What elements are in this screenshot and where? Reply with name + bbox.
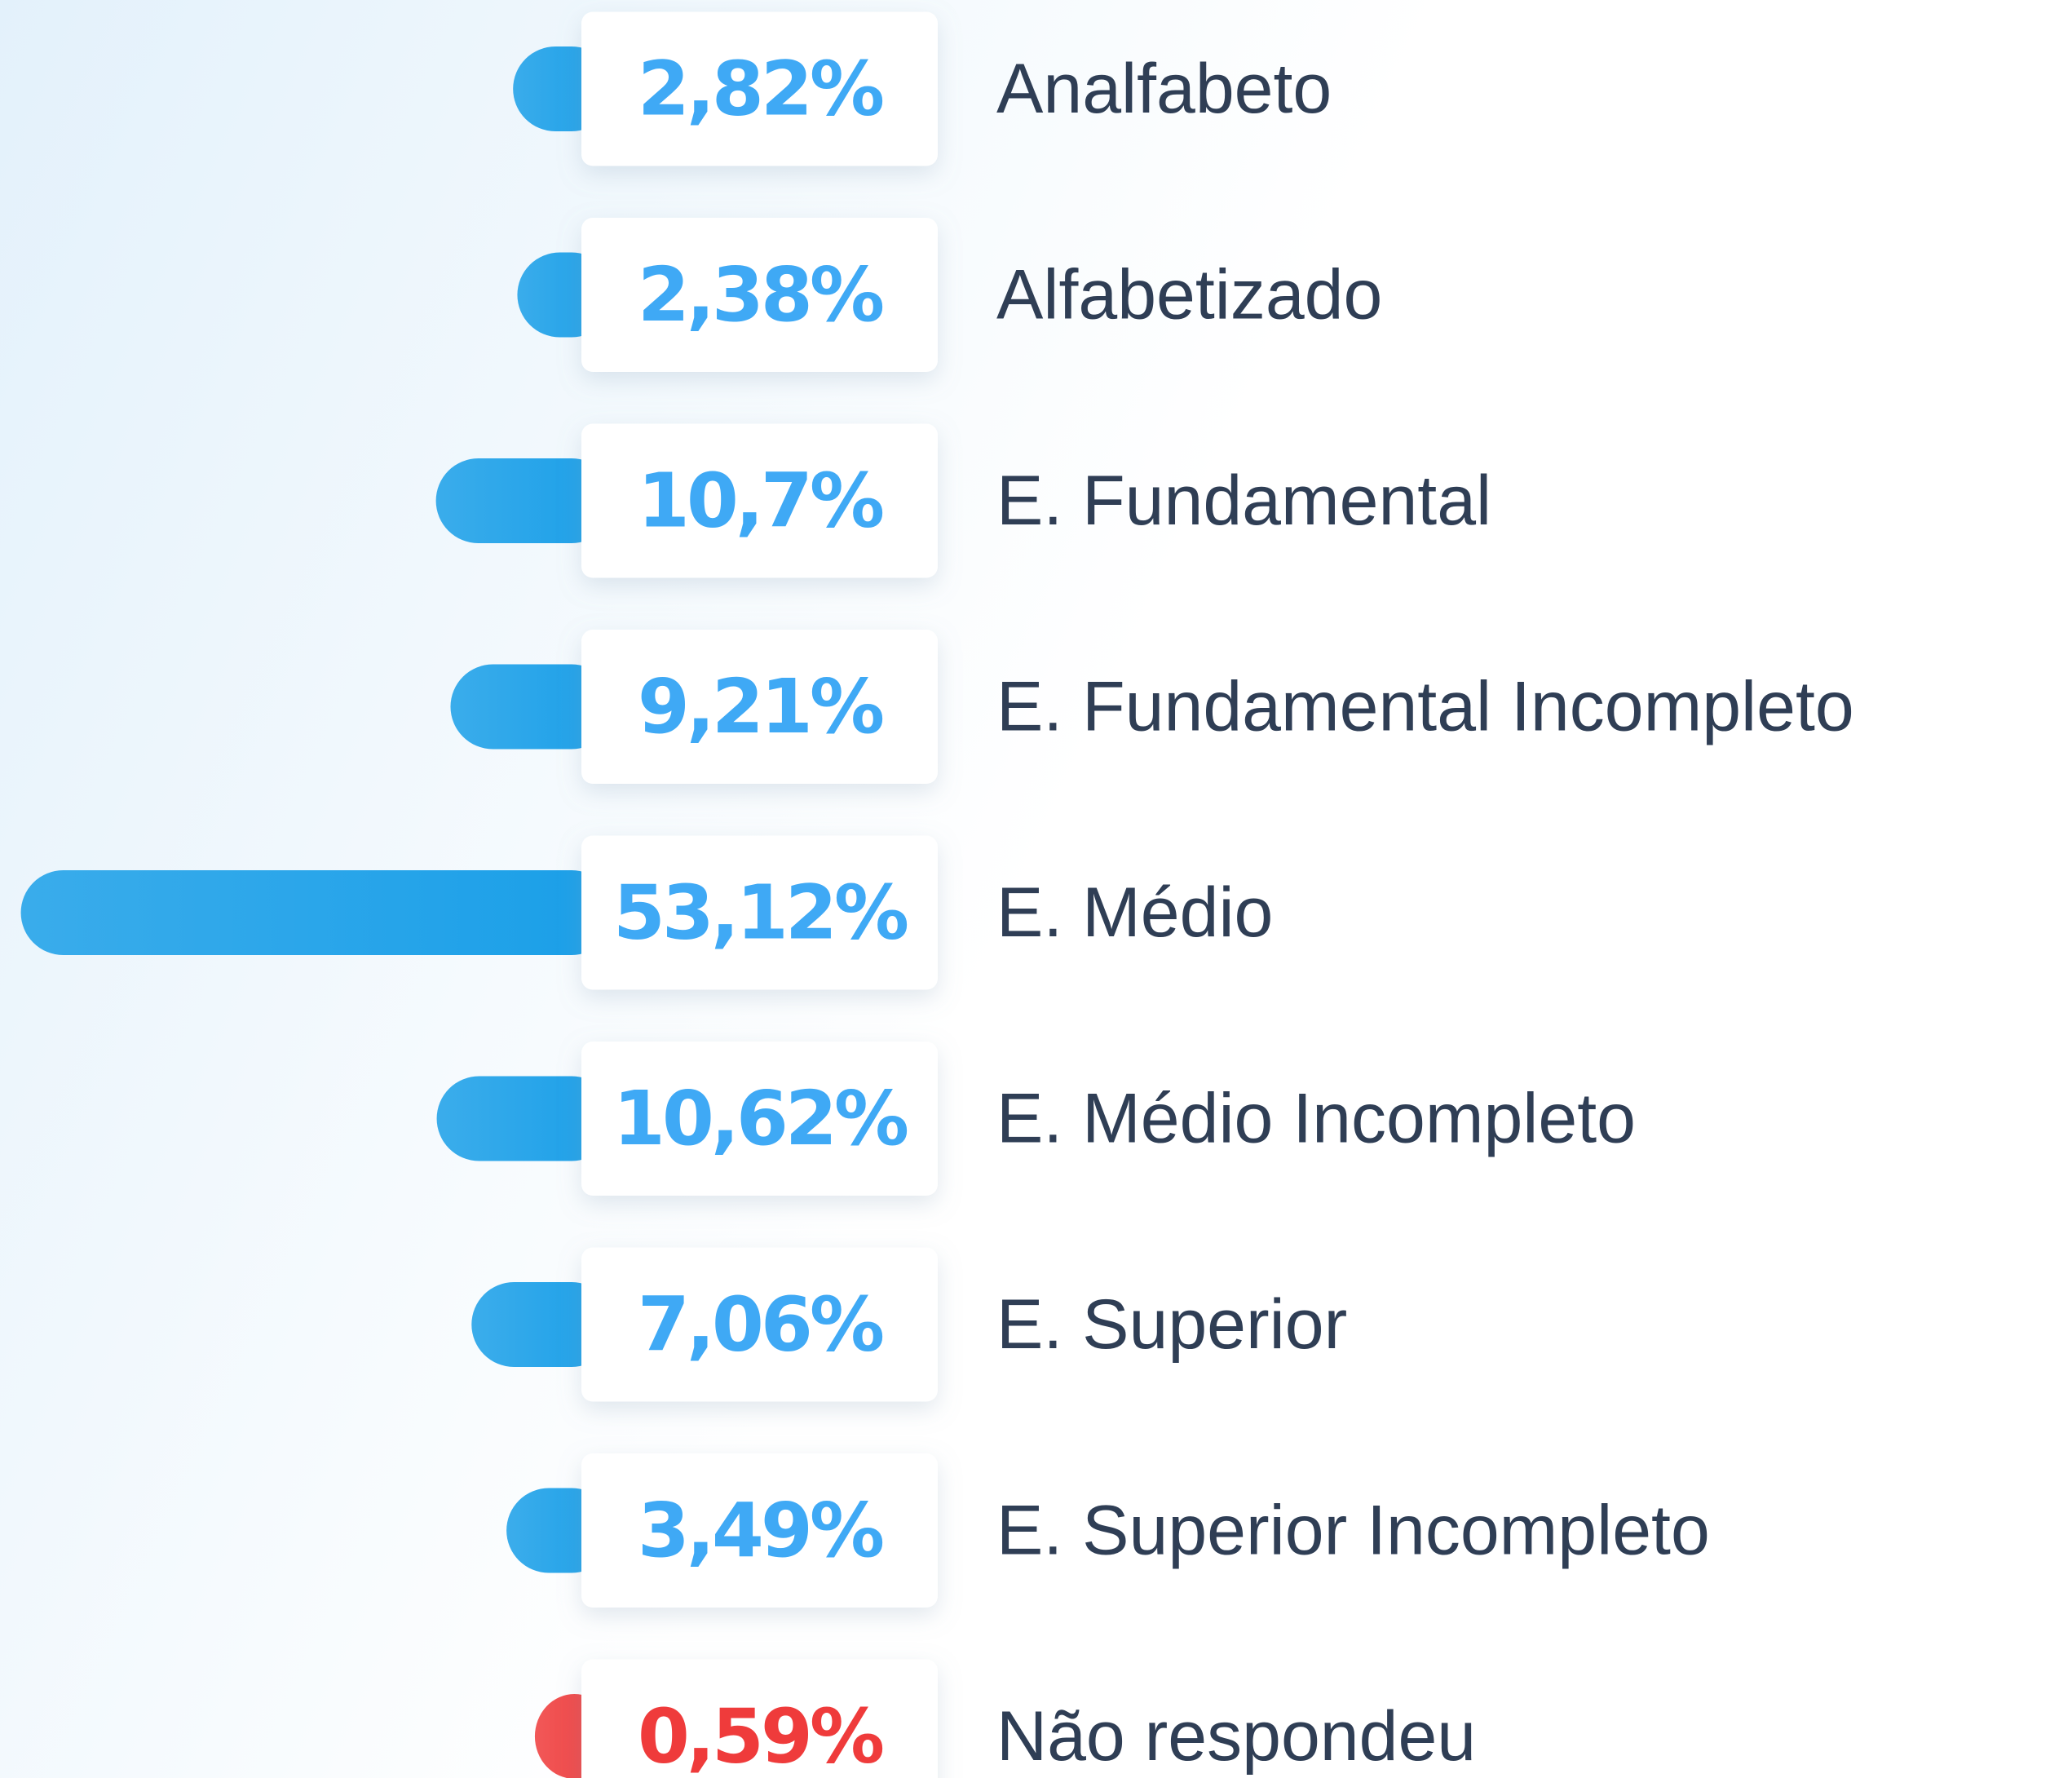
value-label: 9,21% <box>638 663 883 750</box>
value-label: 10,7% <box>638 458 883 545</box>
category-label: E. Superior <box>996 1285 1347 1364</box>
bar <box>436 1076 614 1161</box>
bar <box>435 458 614 543</box>
category-label: E. Fundamental Incompleto <box>996 668 1854 746</box>
category-label: Alfabetizado <box>996 256 1382 334</box>
bar <box>20 870 615 955</box>
category-label: E. Fundamental <box>996 462 1491 540</box>
value-box <box>581 1453 938 1608</box>
value-box <box>581 11 938 166</box>
value-box <box>581 1042 938 1196</box>
value-box <box>581 630 938 784</box>
value-box <box>581 218 938 372</box>
value-label: 2,82% <box>638 46 883 133</box>
value-box <box>581 1247 938 1402</box>
value-box <box>581 423 938 578</box>
bar <box>450 664 614 750</box>
category-label: E. Superior Incompleto <box>996 1492 1710 1570</box>
value-label: 3,49% <box>638 1487 883 1574</box>
value-label: 7,06% <box>638 1281 883 1369</box>
category-label: E. Médio Incompleto <box>996 1080 1636 1158</box>
category-label: Analfabeto <box>996 50 1332 128</box>
value-label: 53,12% <box>613 869 908 957</box>
value-box <box>581 835 938 990</box>
bar <box>471 1282 614 1367</box>
value-label: 10,62% <box>613 1075 908 1162</box>
value-label: 2,38% <box>638 251 883 338</box>
value-box <box>581 1659 938 1778</box>
value-label: 0,59% <box>638 1693 883 1778</box>
category-label: E. Médio <box>996 874 1273 952</box>
category-label: Não respondeu <box>996 1697 1476 1776</box>
